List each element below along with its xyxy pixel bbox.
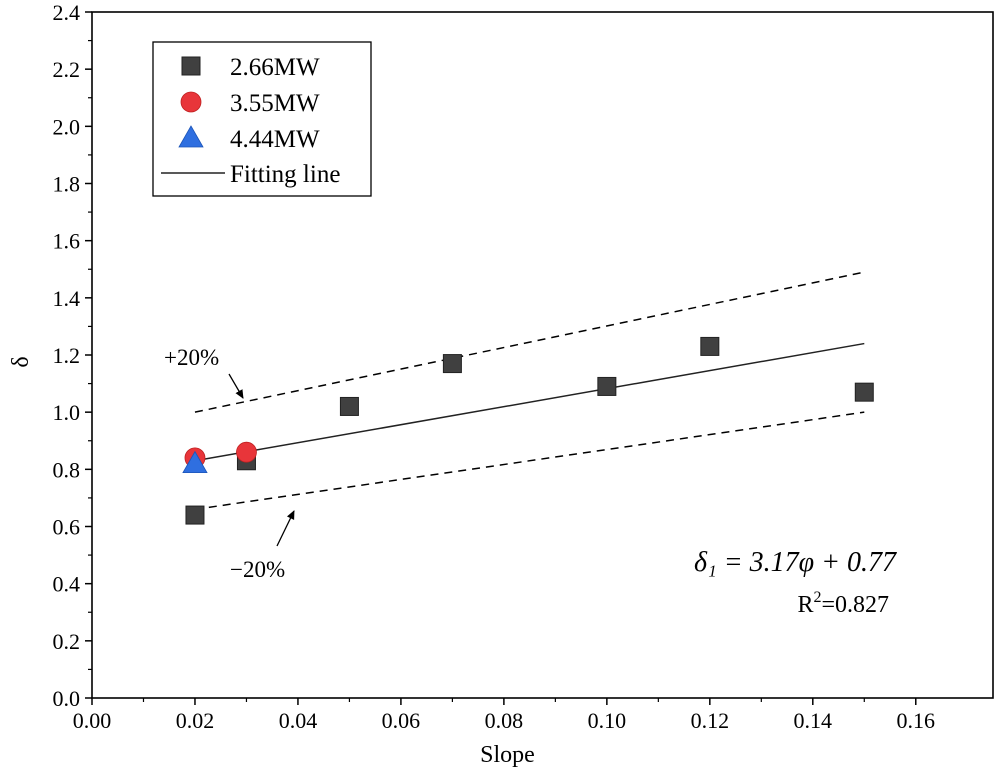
y-tick-label: 0.2 [53,629,81,654]
lower-bound-label: −20% [230,557,285,582]
r-squared-value: =0.827 [821,592,889,618]
x-tick-label: 0.08 [485,708,524,733]
error-bounds [194,271,865,511]
y-tick-label: 1.0 [53,400,81,425]
legend-label-2-66mw: 2.66MW [230,54,320,81]
r-squared-superscript: 2 [813,589,821,606]
y-tick-label: 0.0 [53,686,81,711]
y-tick-label: 1.4 [53,286,81,311]
annotations: +20% −20% δ₁ = 3.17φ + 0.77 R2=0.827 [164,345,897,618]
lower-bound-arrow [276,510,295,547]
x-tick-label: 0.14 [794,708,833,733]
fitting-line [194,342,865,462]
data-point-2-66mw [854,382,874,402]
r-squared-label: R2=0.827 [797,589,889,618]
y-tick-label: 2.2 [53,57,81,82]
fit-equation: δ₁ = 3.17φ + 0.77 [694,547,897,578]
data-point-2-66mw [442,354,462,374]
legend-label-3-55mw: 3.55MW [230,90,320,117]
data-points [182,336,874,525]
y-tick-label: 1.6 [53,229,81,254]
legend-marker-2-66mw [181,56,201,76]
x-tick-label: 0.04 [279,708,318,733]
x-tick-label: 0.12 [691,708,730,733]
fitting-line-layer [194,342,865,462]
data-point-2-66mw [700,336,720,356]
x-tick-label: 0.16 [897,708,936,733]
x-tick-label: 0.06 [382,708,421,733]
upper-bound-arrow [228,373,244,399]
legend-marker-4-44mw [178,125,204,148]
upper-bound-line [194,271,865,413]
data-point-2-66mw [597,376,617,396]
y-tick-label: 0.4 [53,572,81,597]
legend-marker-3-55mw [180,91,202,113]
legend-label-fitting-line: Fitting line [230,161,340,188]
y-tick-label: 2.4 [53,0,81,25]
upper-bound-label: +20% [164,345,219,370]
data-point-2-66mw [339,396,359,416]
r-squared-prefix: R [797,592,813,618]
data-point-2-66mw [185,505,205,525]
lower-bound-line [194,411,865,511]
y-tick-label: 1.8 [53,172,81,197]
y-tick-label: 0.6 [53,515,81,540]
y-tick-label: 2.0 [53,114,81,139]
x-tick-label: 0.00 [73,708,112,733]
x-tick-label: 0.02 [176,708,215,733]
legend: 2.66MW 3.55MW 4.44MW Fitting line [152,41,372,197]
legend-label-4-44mw: 4.44MW [230,126,320,153]
x-tick-label: 0.10 [588,708,627,733]
axes: 0.00 0.02 0.04 0.06 0.08 0.10 0.12 0.14 0.16 0.0 0… [8,0,994,768]
data-point-4-44mw [182,450,208,474]
y-axis-title: δ [8,356,34,367]
x-axis-title: Slope [480,742,535,768]
data-point-3-55mw [236,441,257,463]
y-tick-label: 0.8 [53,457,81,482]
y-tick-label: 1.2 [53,343,81,368]
